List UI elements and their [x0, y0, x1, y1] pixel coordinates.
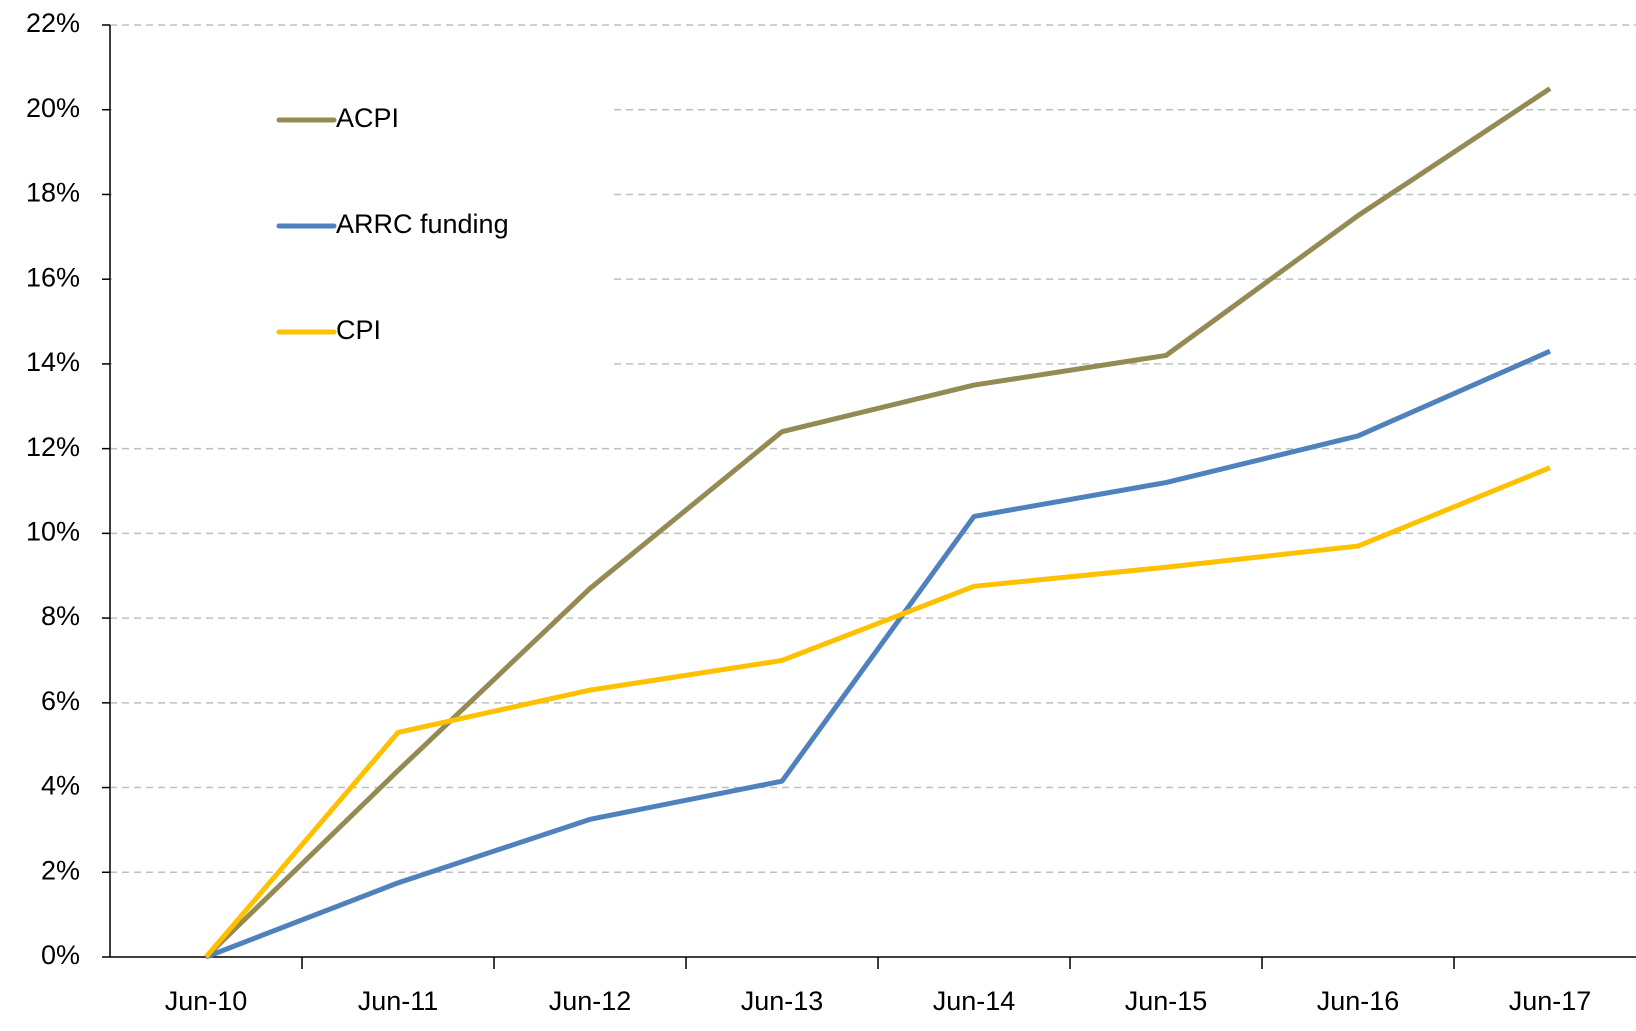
series-line: [205, 348, 1552, 960]
y-tick-label: 2%: [41, 855, 80, 885]
legend-label: ACPI: [336, 103, 399, 133]
x-tick-label: Jun-16: [1317, 986, 1400, 1016]
x-tick-label: Jun-14: [933, 986, 1016, 1016]
x-tick-label: Jun-17: [1509, 986, 1592, 1016]
y-tick-label: 10%: [26, 516, 80, 546]
x-tick-label: Jun-10: [165, 986, 248, 1016]
series-line: [204, 465, 1551, 959]
x-tick-label: Jun-12: [549, 986, 632, 1016]
y-tick-label: 6%: [41, 686, 80, 716]
y-tick-label: 18%: [26, 178, 80, 208]
legend-label: ARRC funding: [336, 209, 509, 239]
y-tick-label: 4%: [41, 771, 80, 801]
y-tick-label: 16%: [26, 262, 80, 292]
x-tick-label: Jun-15: [1125, 986, 1208, 1016]
legend-label: CPI: [336, 315, 381, 345]
x-tick-label: Jun-13: [741, 986, 824, 1016]
y-tick-label: 0%: [41, 940, 80, 970]
y-tick-label: 12%: [26, 432, 80, 462]
y-tick-label: 22%: [26, 8, 80, 38]
y-tick-label: 20%: [26, 93, 80, 123]
legend-background: [112, 85, 612, 375]
y-tick-label: 8%: [41, 601, 80, 631]
y-tick-label: 14%: [26, 347, 80, 377]
legend: [112, 85, 612, 375]
series-line: [204, 86, 1552, 959]
x-tick-label: Jun-11: [358, 986, 439, 1016]
